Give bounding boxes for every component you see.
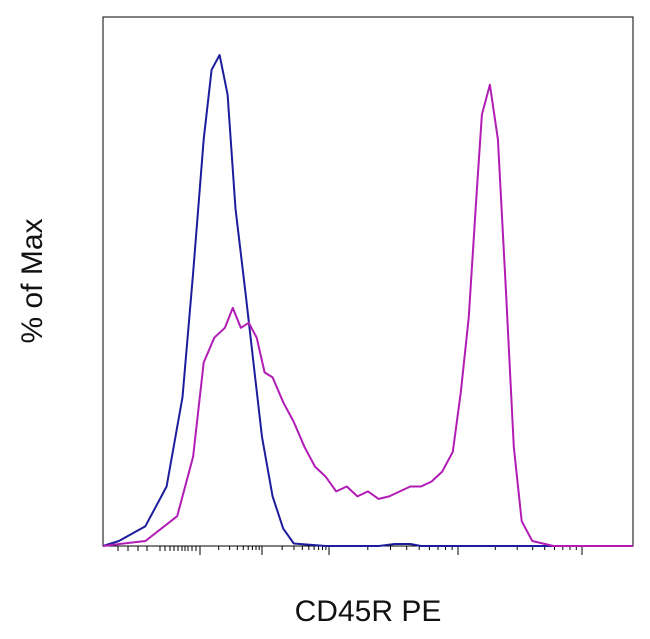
- x-axis-ticks: [117, 546, 583, 555]
- plot-frame: [102, 16, 634, 547]
- series-layer: [102, 54, 633, 547]
- x-axis-title: CD45R PE: [295, 595, 442, 628]
- series-line-2: [102, 83, 633, 547]
- y-axis-title: % of Max: [16, 218, 49, 343]
- series-line-1: [102, 54, 633, 547]
